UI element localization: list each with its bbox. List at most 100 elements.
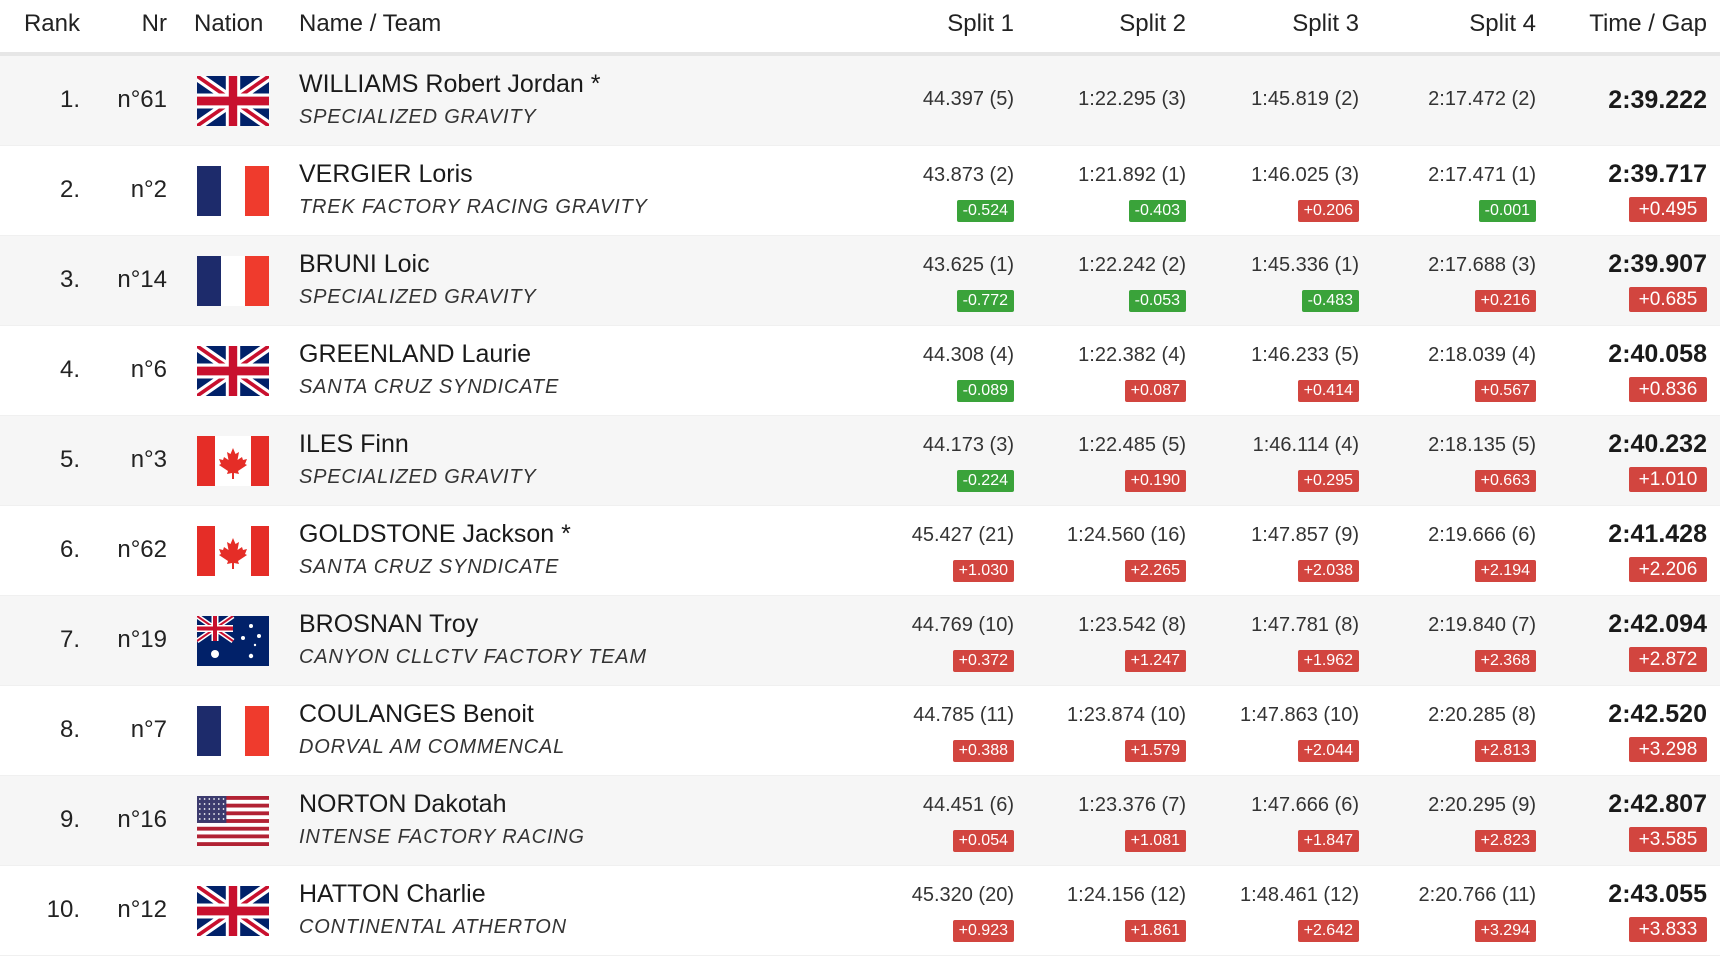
split-2-time: 1:23.376 (7): [1078, 794, 1186, 816]
table-row[interactable]: 9. n°16 NORTON Dakotah INTENSE FACTORY RACI…: [0, 776, 1720, 866]
header-name-team[interactable]: Name / Team: [299, 10, 442, 37]
split-2-delta-badge: +1.247: [1124, 650, 1186, 672]
header-split-1[interactable]: Split 1: [947, 10, 1014, 37]
table-body: 1. n°61 WILLIAMS Robert Jordan * SPECIALIZE…: [0, 56, 1720, 956]
split-4-time: 2:18.039 (4): [1428, 344, 1536, 366]
split-2-delta-badge: +0.087: [1124, 380, 1186, 402]
time-gap-badge: +3.833: [1629, 917, 1707, 942]
fr-flag-icon: [197, 256, 269, 306]
rank: 4.: [59, 356, 80, 383]
split-3-delta-badge: +2.038: [1297, 560, 1359, 582]
split-3-delta-badge: +2.044: [1297, 740, 1359, 762]
split-3-time: 1:46.114 (4): [1252, 434, 1359, 456]
finish-time: 2:41.428: [1608, 520, 1707, 548]
split-1-delta-badge: +0.388: [952, 740, 1014, 762]
table-row[interactable]: 3. n°14 BRUNI Loic SPECIALIZED GRAVITY 43.62…: [0, 236, 1720, 326]
table-row[interactable]: 10. n°12 HATTON Charlie CONTINENTAL ATHERTO…: [0, 866, 1720, 956]
split-2-time: 1:22.295 (3): [1078, 88, 1186, 110]
split-4-delta-badge: +2.823: [1474, 830, 1536, 852]
finish-time: 2:40.232: [1608, 430, 1707, 458]
table-header: Rank Nr Nation Name / Team Split 1 Split…: [0, 0, 1720, 56]
ca-flag-icon: [197, 436, 269, 486]
split-2-time: 1:24.156 (12): [1067, 884, 1186, 906]
header-rank[interactable]: Rank: [23, 10, 80, 37]
split-1-delta-badge: -0.089: [956, 380, 1014, 402]
rider-name[interactable]: ILES Finn: [299, 430, 409, 458]
header-split-2[interactable]: Split 2: [1119, 10, 1186, 37]
split-4-delta-badge: +0.663: [1474, 470, 1536, 492]
finish-time: 2:42.520: [1608, 700, 1707, 728]
rider-name[interactable]: HATTON Charlie: [299, 880, 486, 908]
split-3-delta-badge: +1.847: [1297, 830, 1359, 852]
table-row[interactable]: 1. n°61 WILLIAMS Robert Jordan * SPECIALIZE…: [0, 56, 1720, 146]
split-1-time: 43.873 (2): [922, 164, 1014, 186]
bib-number: n°12: [117, 896, 167, 923]
time-gap-badge: +0.685: [1629, 287, 1707, 312]
split-2-time: 1:23.874 (10): [1067, 704, 1186, 726]
split-4-delta-badge: +3.294: [1474, 920, 1536, 942]
rank: 7.: [59, 626, 80, 653]
header-split-4[interactable]: Split 4: [1469, 10, 1536, 37]
split-4-time: 2:20.295 (9): [1428, 794, 1536, 816]
bib-number: n°3: [130, 446, 167, 473]
header-split-3[interactable]: Split 3: [1292, 10, 1359, 37]
table-row[interactable]: 4. n°6 GREENLAND Laurie SANTA CRUZ SYNDICAT…: [0, 326, 1720, 416]
split-4-time: 2:20.766 (11): [1418, 884, 1537, 906]
rider-name[interactable]: GREENLAND Laurie: [299, 340, 532, 368]
split-3-delta-badge: +0.206: [1297, 200, 1359, 222]
time-gap-badge: +2.206: [1629, 557, 1707, 582]
team-name: SANTA CRUZ SYNDICATE: [299, 556, 560, 578]
split-4-time: 2:19.666 (6): [1428, 524, 1536, 546]
gb-flag-icon: [197, 346, 269, 396]
team-name: DORVAL AM COMMENCAL: [299, 736, 566, 758]
bib-number: n°2: [130, 176, 167, 203]
time-gap-badge: +3.298: [1629, 737, 1707, 762]
split-1-time: 44.308 (4): [922, 344, 1014, 366]
finish-time: 2:39.717: [1608, 160, 1707, 188]
rider-name[interactable]: NORTON Dakotah: [299, 790, 507, 818]
split-3-time: 1:47.666 (6): [1251, 794, 1359, 816]
team-name: SPECIALIZED GRAVITY: [299, 106, 537, 128]
header-time-gap[interactable]: Time / Gap: [1589, 10, 1707, 37]
split-3-delta-badge: +1.962: [1297, 650, 1359, 672]
table-row[interactable]: 6. n°62 GOLDSTONE Jackson * SANTA CRUZ SYND…: [0, 506, 1720, 596]
split-3-time: 1:47.863 (10): [1240, 704, 1359, 726]
split-2-delta-badge: +0.190: [1124, 470, 1186, 492]
split-1-delta-badge: -0.524: [956, 200, 1014, 222]
finish-time: 2:42.094: [1608, 610, 1707, 638]
fr-flag-icon: [197, 166, 269, 216]
split-2-delta-badge: +1.579: [1124, 740, 1186, 762]
split-4-time: 2:20.285 (8): [1428, 704, 1536, 726]
split-3-time: 1:46.233 (5): [1251, 344, 1359, 366]
team-name: SPECIALIZED GRAVITY: [299, 466, 537, 488]
split-1-time: 45.427 (21): [911, 524, 1014, 546]
rider-name[interactable]: VERGIER Loris: [299, 160, 473, 188]
us-flag-icon: [197, 796, 269, 846]
rider-name[interactable]: BROSNAN Troy: [299, 610, 479, 638]
team-name: TREK FACTORY RACING GRAVITY: [299, 196, 648, 218]
table-row[interactable]: 7. n°19 BROSNAN Troy CANYON CLLCTV FACTORY …: [0, 596, 1720, 686]
split-1-time: 44.173 (3): [922, 434, 1014, 456]
split-3-time: 1:48.461 (12): [1240, 884, 1359, 906]
rank: 9.: [59, 806, 80, 833]
bib-number: n°61: [117, 86, 167, 113]
table-row[interactable]: 5. n°3 ILES Finn SPECIALIZED GRAVITY 44.173 …: [0, 416, 1720, 506]
header-nation[interactable]: Nation: [194, 10, 264, 37]
rider-name[interactable]: GOLDSTONE Jackson *: [299, 520, 571, 548]
table-row[interactable]: 8. n°7 COULANGES Benoit DORVAL AM COMMENCAL…: [0, 686, 1720, 776]
finish-time: 2:39.222: [1608, 86, 1707, 114]
rider-name[interactable]: WILLIAMS Robert Jordan *: [299, 70, 601, 98]
split-2-delta-badge: +1.861: [1124, 920, 1186, 942]
rider-name[interactable]: COULANGES Benoit: [299, 700, 534, 728]
split-4-delta-badge: +0.567: [1474, 380, 1536, 402]
split-4-delta-badge: +2.368: [1474, 650, 1536, 672]
header-nr[interactable]: Nr: [141, 10, 167, 37]
split-4-time: 2:17.472 (2): [1428, 88, 1536, 110]
table-row[interactable]: 2. n°2 VERGIER Loris TREK FACTORY RACING GR…: [0, 146, 1720, 236]
rider-name[interactable]: BRUNI Loic: [299, 250, 430, 278]
finish-time: 2:42.807: [1608, 790, 1707, 818]
rank: 6.: [59, 536, 80, 563]
split-3-delta-badge: +0.414: [1297, 380, 1359, 402]
finish-time: 2:40.058: [1608, 340, 1707, 368]
